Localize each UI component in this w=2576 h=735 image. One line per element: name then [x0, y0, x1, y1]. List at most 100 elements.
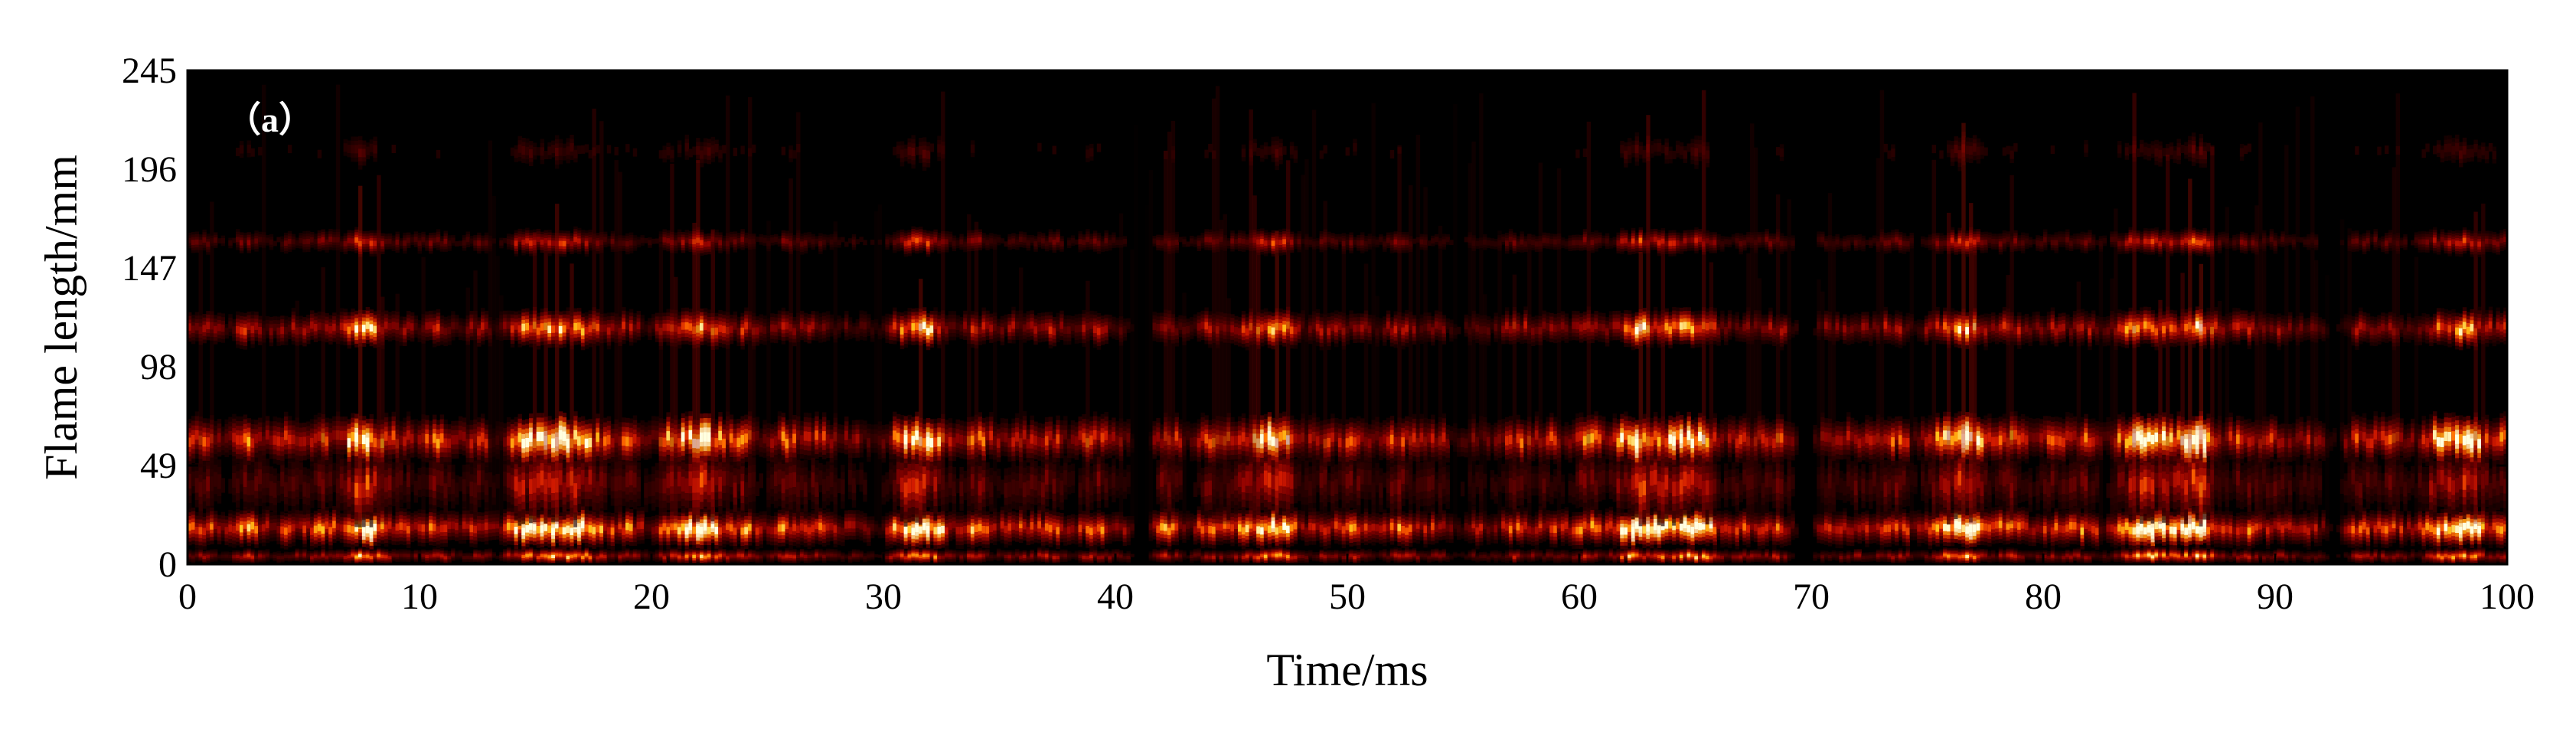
heatmap-cell [206, 476, 211, 492]
heatmap-cell [343, 556, 348, 560]
heatmap-streak [488, 140, 493, 524]
heatmap-cell [651, 527, 656, 534]
heatmap-cell [606, 435, 612, 445]
heatmap-cell [907, 525, 912, 534]
heatmap-cell [825, 434, 831, 444]
heatmap-cell [517, 433, 522, 443]
heatmap-cell [506, 322, 511, 329]
heatmap-cell [566, 555, 570, 559]
heatmap-cell [870, 524, 875, 531]
heatmap-cell [236, 237, 240, 243]
heatmap-cell [540, 239, 544, 245]
heatmap-streak [873, 211, 879, 524]
heatmap-cell [265, 237, 270, 243]
heatmap-cell [354, 237, 359, 243]
heatmap-cell [847, 556, 853, 560]
heatmap-cell [792, 472, 797, 487]
heatmap-cell [666, 527, 671, 534]
heatmap-cell [551, 478, 556, 493]
heatmap-streak [377, 175, 381, 524]
heatmap-cell [722, 325, 726, 334]
heatmap-cell [774, 527, 779, 534]
heatmap-streak [696, 160, 700, 524]
heatmap-cell [499, 554, 504, 558]
heatmap-cell [681, 240, 686, 246]
heatmap-cell [188, 237, 192, 243]
heatmap-cell [495, 555, 500, 559]
heatmap-cell [188, 523, 192, 531]
heatmap-cell [707, 554, 712, 558]
heatmap-cell [859, 469, 864, 485]
heatmap-cell [632, 434, 638, 444]
heatmap-cell [484, 480, 489, 495]
heatmap-cell [851, 521, 857, 529]
heatmap-cell [803, 482, 808, 497]
heatmap-cell [443, 438, 448, 448]
heatmap-cell [377, 554, 381, 557]
heatmap-streak [592, 108, 596, 524]
heatmap-cell [287, 525, 292, 533]
heatmap-cell [306, 521, 311, 529]
heatmap-cell [700, 472, 704, 488]
heatmap-cell [361, 482, 367, 498]
heatmap-cell [815, 554, 819, 557]
heatmap-cell [317, 472, 322, 487]
heatmap-cell [250, 521, 255, 530]
heatmap-cell [596, 481, 600, 496]
heatmap-cell [406, 472, 411, 488]
heatmap-cell [481, 555, 485, 559]
heatmap-cell [911, 477, 916, 492]
heatmap-cell [544, 322, 548, 331]
heatmap-cell [851, 239, 857, 245]
heatmap-cell [729, 433, 734, 443]
heatmap-cell [562, 527, 566, 535]
heatmap-cell [625, 472, 630, 488]
heatmap-cell [191, 522, 196, 530]
heatmap-cell [759, 473, 763, 488]
heatmap-cell [455, 554, 459, 557]
heatmap-cell [915, 554, 919, 557]
heatmap-cell [413, 554, 419, 558]
heatmap-cell [325, 555, 329, 559]
heatmap-cell [606, 527, 612, 534]
heatmap-cell [841, 434, 845, 444]
heatmap-cell [829, 472, 834, 488]
heatmap-cell [276, 481, 281, 496]
heatmap-cell [744, 527, 749, 534]
heatmap-cell [228, 321, 233, 329]
heatmap-cell [899, 327, 905, 335]
heatmap-cell [584, 240, 589, 247]
heatmap-cell [451, 553, 455, 557]
heatmap-cell [632, 148, 638, 157]
heatmap-cell [811, 524, 815, 533]
heatmap-cell [899, 554, 905, 557]
heatmap-cell [295, 436, 299, 446]
heatmap-cell [488, 240, 493, 247]
heatmap-cell [640, 237, 645, 243]
heatmap-cell [433, 475, 437, 491]
heatmap-cell [759, 437, 763, 448]
heatmap-cell [517, 237, 522, 242]
heatmap-cell [770, 474, 775, 489]
heatmap-cell [677, 438, 682, 448]
heatmap-cell [410, 433, 415, 444]
heatmap-cell [469, 556, 474, 560]
heatmap-cell [213, 472, 218, 487]
heatmap-cell [580, 237, 586, 243]
heatmap-cell [243, 237, 248, 243]
heatmap-cell [544, 151, 548, 159]
heatmap-cell [514, 240, 518, 247]
heatmap-cell [239, 556, 244, 560]
heatmap-cell [410, 323, 415, 331]
heatmap-cell [584, 144, 589, 153]
heatmap-cell [455, 241, 459, 247]
heatmap-cell [254, 322, 259, 330]
heatmap-cell [239, 145, 244, 154]
heatmap-cell [191, 325, 196, 333]
heatmap-cell [829, 523, 834, 531]
heatmap-cell [666, 147, 671, 155]
heatmap-cell [380, 473, 385, 488]
heatmap-cell [447, 556, 452, 560]
heatmap-cell [573, 149, 578, 158]
heatmap-cell [822, 479, 827, 495]
